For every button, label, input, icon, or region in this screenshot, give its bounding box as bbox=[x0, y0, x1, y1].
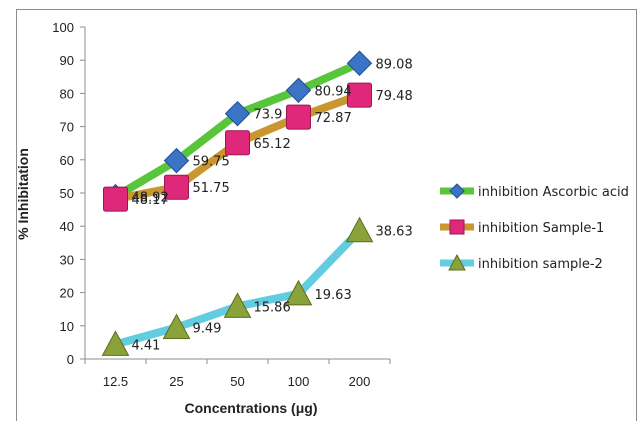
data-point-marker bbox=[103, 186, 128, 212]
data-label: 38.63 bbox=[376, 225, 413, 240]
data-label: 19.63 bbox=[315, 288, 352, 303]
data-point-marker bbox=[345, 216, 374, 243]
data-label: 4.41 bbox=[132, 338, 161, 353]
data-label: 48.17 bbox=[132, 193, 169, 208]
data-point-marker bbox=[346, 50, 373, 76]
y-tick-label: 30 bbox=[60, 252, 74, 267]
legend-label: inhibition Ascorbic acid bbox=[478, 185, 629, 200]
y-tick-label: 20 bbox=[60, 286, 74, 301]
x-tick-label: 50 bbox=[230, 374, 244, 389]
data-label: 79.48 bbox=[376, 89, 413, 104]
x-tick-label: 100 bbox=[288, 374, 310, 389]
y-tick-label: 90 bbox=[60, 53, 74, 68]
data-point-marker bbox=[285, 77, 312, 103]
legend-label: inhibition Sample-1 bbox=[478, 221, 604, 236]
data-label: 48.92 bbox=[132, 191, 169, 206]
legend-item: inhibition sample-2 bbox=[440, 253, 603, 272]
series-layer bbox=[101, 50, 374, 356]
data-label: 89.08 bbox=[376, 57, 413, 72]
data-point-marker bbox=[225, 130, 250, 156]
data-point-marker bbox=[164, 174, 189, 200]
y-tick-label: 100 bbox=[52, 20, 74, 35]
y-tick-label: 80 bbox=[60, 86, 74, 101]
data-point-marker bbox=[101, 330, 130, 356]
legend-marker bbox=[449, 219, 465, 235]
data-labels: 48.92 59.75 73.9 80.94 89.08 48.17 51.75 65.12 7… bbox=[132, 57, 413, 353]
x-axis-title: Concentrations (μg) bbox=[184, 400, 317, 416]
data-point-marker bbox=[223, 292, 252, 318]
y-axis-title: % Inhibitation bbox=[15, 148, 31, 240]
y-tick-label: 60 bbox=[60, 153, 74, 168]
legend-marker bbox=[449, 183, 465, 199]
data-label: 9.49 bbox=[193, 321, 222, 336]
data-point-marker bbox=[224, 100, 251, 127]
legend-label: inhibition sample-2 bbox=[478, 257, 603, 272]
axes: 0 10 20 30 40 50 60 70 80 90 100 12.5 25 50 100 200 bbox=[52, 20, 391, 389]
data-point-marker bbox=[347, 82, 372, 108]
data-label: 59.75 bbox=[193, 155, 230, 170]
data-point-marker bbox=[286, 104, 311, 130]
data-label: 65.12 bbox=[254, 137, 291, 152]
series-2 bbox=[103, 82, 372, 212]
legend: inhibition Ascorbic acid inhibition Sampl… bbox=[440, 183, 629, 272]
y-tick-label: 0 bbox=[67, 352, 74, 367]
y-tick-label: 10 bbox=[60, 319, 74, 334]
y-tick-label: 40 bbox=[60, 219, 74, 234]
series-3 bbox=[101, 216, 374, 356]
x-tick-label: 200 bbox=[349, 374, 371, 389]
legend-item: inhibition Ascorbic acid bbox=[440, 183, 629, 200]
data-label: 72.87 bbox=[315, 111, 352, 126]
data-label: 51.75 bbox=[193, 181, 230, 196]
x-tick-label: 25 bbox=[169, 374, 183, 389]
data-point-marker bbox=[163, 147, 190, 174]
data-label: 73.9 bbox=[254, 108, 283, 123]
data-label: 80.94 bbox=[315, 84, 352, 99]
x-tick-label: 12.5 bbox=[103, 374, 128, 389]
data-label: 15.86 bbox=[254, 300, 291, 315]
y-tick-label: 70 bbox=[60, 120, 74, 135]
data-point-marker bbox=[284, 279, 313, 306]
data-point-marker bbox=[162, 313, 191, 339]
legend-item: inhibition Sample-1 bbox=[440, 219, 604, 236]
legend-marker bbox=[448, 253, 466, 271]
y-tick-label: 50 bbox=[60, 186, 74, 201]
